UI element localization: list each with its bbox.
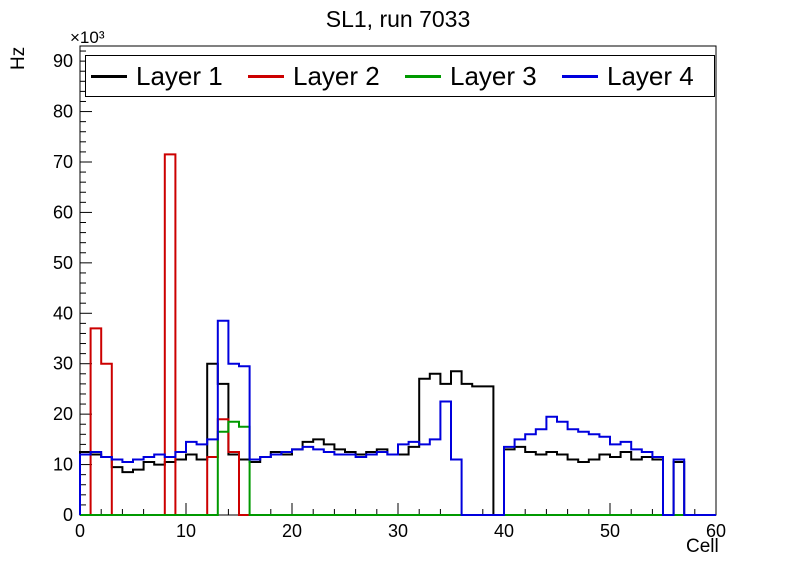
legend-item: Layer 4 — [557, 56, 714, 96]
svg-text:20: 20 — [53, 404, 73, 424]
legend-item: Layer 2 — [243, 56, 400, 96]
svg-text:30: 30 — [53, 354, 73, 374]
svg-text:40: 40 — [53, 303, 73, 323]
legend-label: Layer 1 — [136, 60, 223, 91]
legend-swatch — [248, 74, 284, 78]
legend-swatch — [405, 74, 441, 78]
x-axis-label: Cell — [686, 536, 719, 557]
plot-title: SL1, run 7033 — [325, 6, 471, 32]
legend-label: Layer 2 — [293, 60, 380, 91]
svg-text:0: 0 — [63, 505, 73, 525]
svg-text:50: 50 — [53, 253, 73, 273]
svg-text:40: 40 — [494, 521, 514, 541]
svg-text:10: 10 — [176, 521, 196, 541]
legend-swatch — [91, 74, 127, 78]
svg-text:10: 10 — [53, 455, 73, 475]
legend-label: Layer 4 — [607, 60, 694, 91]
legend: Layer 1 Layer 2 Layer 3 Layer 4 — [85, 55, 715, 97]
legend-item: Layer 1 — [86, 56, 243, 96]
svg-text:60: 60 — [53, 202, 73, 222]
svg-text:70: 70 — [53, 152, 73, 172]
svg-text:0: 0 — [75, 521, 85, 541]
legend-item: Layer 3 — [400, 56, 557, 96]
svg-text:30: 30 — [388, 521, 408, 541]
legend-label: Layer 3 — [450, 60, 537, 91]
svg-text:20: 20 — [282, 521, 302, 541]
svg-text:80: 80 — [53, 102, 73, 122]
svg-text:60: 60 — [706, 521, 726, 541]
y-axis-exponent-label: ×10³ — [70, 28, 105, 47]
svg-text:90: 90 — [53, 51, 73, 71]
legend-swatch — [562, 74, 598, 78]
svg-text:50: 50 — [600, 521, 620, 541]
